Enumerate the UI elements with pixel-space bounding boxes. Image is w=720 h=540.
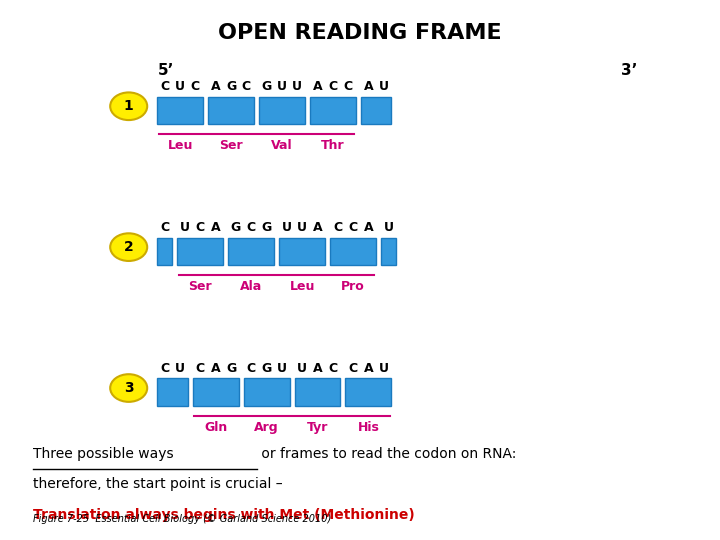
Text: C: C — [247, 221, 256, 234]
Text: C: C — [196, 221, 205, 234]
Circle shape — [110, 233, 147, 261]
Text: U: U — [297, 221, 307, 234]
FancyBboxPatch shape — [310, 97, 356, 124]
Text: U: U — [297, 362, 307, 375]
Text: Ser: Ser — [219, 139, 243, 152]
Text: Leu: Leu — [168, 139, 193, 152]
Text: C: C — [161, 362, 169, 375]
Text: C: C — [333, 221, 342, 234]
Text: A: A — [211, 80, 220, 93]
Text: U: U — [180, 221, 190, 234]
Text: 1: 1 — [124, 99, 134, 113]
Text: U: U — [282, 221, 292, 234]
Text: G: G — [226, 362, 236, 375]
FancyBboxPatch shape — [177, 238, 223, 265]
Text: G: G — [261, 80, 271, 93]
Text: C: C — [328, 362, 338, 375]
Text: Thr: Thr — [321, 139, 345, 152]
Text: G: G — [261, 221, 271, 234]
Text: U: U — [175, 80, 185, 93]
Text: 3’: 3’ — [621, 63, 637, 78]
Text: A: A — [312, 221, 323, 234]
Text: Figure 7-25  Essential Cell Biology (© Garland Science 2010): Figure 7-25 Essential Cell Biology (© Ga… — [32, 514, 331, 524]
Text: A: A — [364, 221, 373, 234]
Text: G: G — [226, 80, 236, 93]
Text: 3: 3 — [124, 381, 133, 395]
Text: C: C — [191, 80, 200, 93]
Text: A: A — [211, 221, 220, 234]
Text: U: U — [292, 80, 302, 93]
FancyBboxPatch shape — [346, 379, 391, 406]
Text: G: G — [231, 221, 241, 234]
FancyBboxPatch shape — [330, 238, 376, 265]
Text: A: A — [312, 80, 323, 93]
Text: U: U — [175, 362, 185, 375]
Text: 2: 2 — [124, 240, 134, 254]
Text: U: U — [277, 80, 287, 93]
FancyBboxPatch shape — [294, 379, 341, 406]
Text: Gln: Gln — [204, 421, 228, 434]
Circle shape — [110, 374, 147, 402]
FancyBboxPatch shape — [157, 379, 188, 406]
Text: A: A — [312, 362, 323, 375]
Text: C: C — [247, 362, 256, 375]
Text: U: U — [277, 362, 287, 375]
Circle shape — [110, 92, 147, 120]
Text: C: C — [242, 80, 251, 93]
FancyBboxPatch shape — [157, 238, 173, 265]
Text: U: U — [379, 362, 389, 375]
FancyBboxPatch shape — [361, 97, 391, 124]
FancyBboxPatch shape — [259, 97, 305, 124]
Text: C: C — [161, 80, 169, 93]
FancyBboxPatch shape — [228, 238, 274, 265]
Text: A: A — [364, 80, 373, 93]
Text: 5’: 5’ — [158, 63, 175, 78]
Text: C: C — [343, 80, 353, 93]
Text: therefore, the start point is crucial –: therefore, the start point is crucial – — [32, 477, 282, 491]
Text: Arg: Arg — [254, 421, 279, 434]
Text: Pro: Pro — [341, 280, 365, 293]
Text: U: U — [379, 80, 389, 93]
Text: Translation always begins with Met (Methionine): Translation always begins with Met (Meth… — [32, 508, 415, 522]
FancyBboxPatch shape — [279, 238, 325, 265]
Text: Ala: Ala — [240, 280, 262, 293]
Text: or frames to read the codon on RNA:: or frames to read the codon on RNA: — [257, 447, 516, 461]
Text: OPEN READING FRAME: OPEN READING FRAME — [218, 23, 502, 43]
Text: C: C — [348, 221, 358, 234]
Text: Leu: Leu — [289, 280, 315, 293]
FancyBboxPatch shape — [381, 238, 396, 265]
Text: C: C — [328, 80, 338, 93]
FancyBboxPatch shape — [157, 97, 203, 124]
Text: Three possible ways: Three possible ways — [32, 447, 174, 461]
Text: C: C — [348, 362, 358, 375]
FancyBboxPatch shape — [243, 379, 289, 406]
Text: C: C — [161, 221, 169, 234]
Text: His: His — [357, 421, 379, 434]
Text: U: U — [384, 221, 394, 234]
Text: C: C — [196, 362, 205, 375]
FancyBboxPatch shape — [193, 379, 238, 406]
FancyBboxPatch shape — [208, 97, 254, 124]
Text: A: A — [364, 362, 373, 375]
Text: Tyr: Tyr — [307, 421, 328, 434]
Text: Ser: Ser — [189, 280, 212, 293]
Text: A: A — [211, 362, 220, 375]
Text: G: G — [261, 362, 271, 375]
Text: Val: Val — [271, 139, 293, 152]
